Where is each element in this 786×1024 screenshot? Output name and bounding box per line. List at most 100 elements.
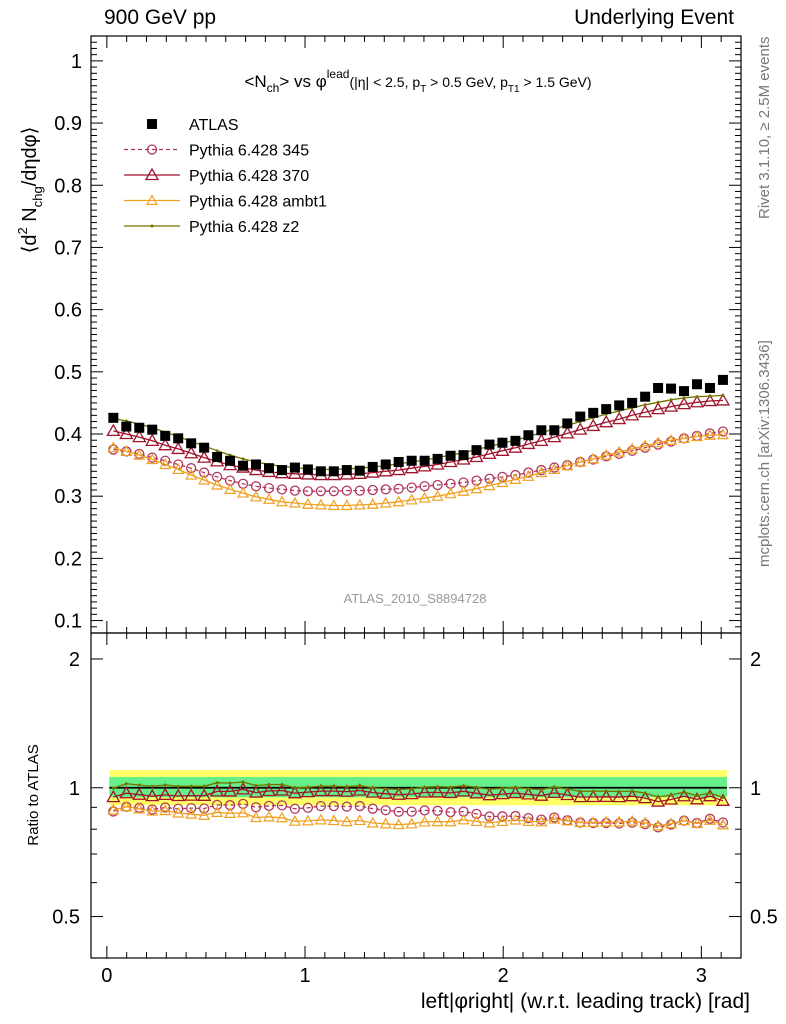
data-point-pythia-6-428-ambt1 xyxy=(198,473,211,485)
ratio-point-pythia-6-428-ambt1 xyxy=(703,813,716,825)
ratio-point-pythia-6-428-370 xyxy=(676,788,692,802)
ratio-point-pythia-6-428-z2 xyxy=(150,784,154,788)
ratio-point-pythia-6-428-345 xyxy=(302,802,314,813)
ratio-point-pythia-6-428-370 xyxy=(197,788,212,801)
data-point-atlas xyxy=(380,459,391,470)
ratio-point-pythia-6-428-ambt1 xyxy=(146,804,159,816)
data-point-pythia-6-428-ambt1 xyxy=(457,484,470,496)
ratio-point-pythia-6-428-345 xyxy=(393,806,404,817)
data-point-pythia-6-428-z2 xyxy=(215,449,219,453)
ratio-point-pythia-6-428-ambt1 xyxy=(509,813,522,825)
data-point-pythia-6-428-370 xyxy=(676,396,692,410)
ratio-point-pythia-6-428-ambt1 xyxy=(288,814,301,826)
data-point-pythia-6-428-ambt1 xyxy=(288,496,301,508)
x-tick-label: 3 xyxy=(696,965,707,987)
ratio-y-tick-label: 1 xyxy=(69,778,80,800)
ratio-point-pythia-6-428-345 xyxy=(601,817,612,829)
data-point-pythia-6-428-345 xyxy=(186,463,197,474)
data-point-pythia-6-428-370 xyxy=(391,462,406,476)
data-point-pythia-6-428-ambt1 xyxy=(496,476,509,488)
ratio-point-pythia-6-428-z2 xyxy=(345,785,349,789)
data-point-pythia-6-428-370 xyxy=(638,404,653,418)
data-point-atlas xyxy=(367,461,378,472)
ratio-point-pythia-6-428-370 xyxy=(495,786,510,800)
ratio-point-pythia-6-428-ambt1 xyxy=(613,815,626,827)
data-point-atlas xyxy=(108,412,119,423)
data-point-pythia-6-428-ambt1 xyxy=(703,429,716,440)
chart-title: <Nch> vs φlead(|η| < 2.5, pT > 0.5 GeV, … xyxy=(244,67,591,95)
ratio-point-pythia-6-428-ambt1 xyxy=(198,809,211,820)
data-point-atlas xyxy=(263,463,274,474)
legend: ATLAS Pythia 6.428 345 Pythia 6.428 370 Pyt… xyxy=(124,117,327,236)
ratio-point-pythia-6-428-z2 xyxy=(293,786,297,790)
ratio-point-pythia-6-428-ambt1 xyxy=(626,814,639,826)
ratio-point-pythia-6-428-370 xyxy=(612,789,627,803)
data-point-pythia-6-428-z2 xyxy=(682,396,686,400)
ratio-point-pythia-6-428-370 xyxy=(663,792,679,805)
ratio-point-pythia-6-428-370 xyxy=(365,785,380,798)
data-point-pythia-6-428-370 xyxy=(547,429,562,443)
ratio-point-pythia-6-428-370 xyxy=(171,788,186,802)
data-point-pythia-6-428-ambt1 xyxy=(314,498,327,510)
data-point-pythia-6-428-ambt1 xyxy=(392,495,405,507)
ratio-point-pythia-6-428-z2 xyxy=(656,795,660,799)
ratio-point-pythia-6-428-345 xyxy=(717,817,729,828)
data-point-pythia-6-428-345 xyxy=(302,486,314,497)
data-point-pythia-6-428-ambt1 xyxy=(561,459,574,471)
ratio-point-pythia-6-428-z2 xyxy=(319,784,323,788)
ratio-point-pythia-6-428-345 xyxy=(328,800,339,812)
legend-label-atlas: ATLAS xyxy=(189,117,239,134)
data-point-atlas xyxy=(717,374,728,385)
data-point-pythia-6-428-345 xyxy=(289,485,301,496)
y-tick-label: 0.3 xyxy=(54,486,82,508)
ratio-point-pythia-6-428-ambt1 xyxy=(366,816,379,828)
data-point-pythia-6-428-ambt1 xyxy=(146,453,159,465)
data-point-atlas xyxy=(510,435,521,446)
ratio-point-pythia-6-428-z2 xyxy=(332,784,336,788)
ratio-point-pythia-6-428-z2 xyxy=(591,789,595,793)
data-point-pythia-6-428-ambt1 xyxy=(483,479,496,491)
analysis-label: ATLAS_2010_S8894728 xyxy=(344,591,487,606)
data-point-pythia-6-428-345 xyxy=(211,471,223,483)
data-point-pythia-6-428-ambt1 xyxy=(431,489,444,501)
y-tick-label: 0.6 xyxy=(54,300,82,322)
data-point-pythia-6-428-370 xyxy=(663,399,679,412)
data-point-pythia-6-428-ambt1 xyxy=(444,487,457,499)
data-point-atlas xyxy=(627,397,638,408)
ratio-point-pythia-6-428-ambt1 xyxy=(405,817,418,829)
ratio-point-pythia-6-428-ambt1 xyxy=(457,813,470,825)
ratio-point-pythia-6-428-z2 xyxy=(423,785,427,789)
data-point-pythia-6-428-370 xyxy=(625,408,640,421)
data-point-pythia-6-428-370 xyxy=(650,401,666,415)
data-point-pythia-6-428-370 xyxy=(521,436,536,450)
ratio-point-pythia-6-428-345 xyxy=(419,805,430,816)
ratio-point-pythia-6-428-z2 xyxy=(397,787,401,791)
series-atlas xyxy=(108,374,728,477)
ratio-point-pythia-6-428-ambt1 xyxy=(224,807,237,818)
ratio-point-pythia-6-428-ambt1 xyxy=(652,819,665,831)
y-tick-label: 0.9 xyxy=(54,113,82,135)
ratio-point-pythia-6-428-370 xyxy=(521,787,536,800)
ratio-point-pythia-6-428-ambt1 xyxy=(522,815,535,827)
data-point-pythia-6-428-370 xyxy=(482,446,497,460)
data-point-pythia-6-428-370 xyxy=(119,426,134,440)
ratio-y-tick-label: 0.5 xyxy=(52,907,80,929)
data-point-pythia-6-428-ambt1 xyxy=(652,436,665,448)
ratio-point-pythia-6-428-z2 xyxy=(708,791,712,795)
ratio-point-pythia-6-428-370 xyxy=(313,783,328,797)
data-point-pythia-6-428-ambt1 xyxy=(159,458,172,470)
data-point-pythia-6-428-ambt1 xyxy=(678,432,691,443)
ratio-point-pythia-6-428-z2 xyxy=(163,783,167,787)
y-tick-label: 0.4 xyxy=(54,424,82,446)
data-point-pythia-6-428-ambt1 xyxy=(574,455,587,467)
ratio-point-pythia-6-428-370 xyxy=(274,783,290,796)
data-point-atlas xyxy=(406,455,417,466)
ratio-point-pythia-6-428-z2 xyxy=(552,785,556,789)
data-point-pythia-6-428-z2 xyxy=(695,395,699,399)
data-point-pythia-6-428-ambt1 xyxy=(690,430,704,442)
data-point-atlas xyxy=(471,445,482,456)
data-point-atlas xyxy=(704,382,715,393)
data-point-pythia-6-428-345 xyxy=(471,475,482,486)
ratio-series-pythia-6-428-ambt1 xyxy=(107,800,729,831)
